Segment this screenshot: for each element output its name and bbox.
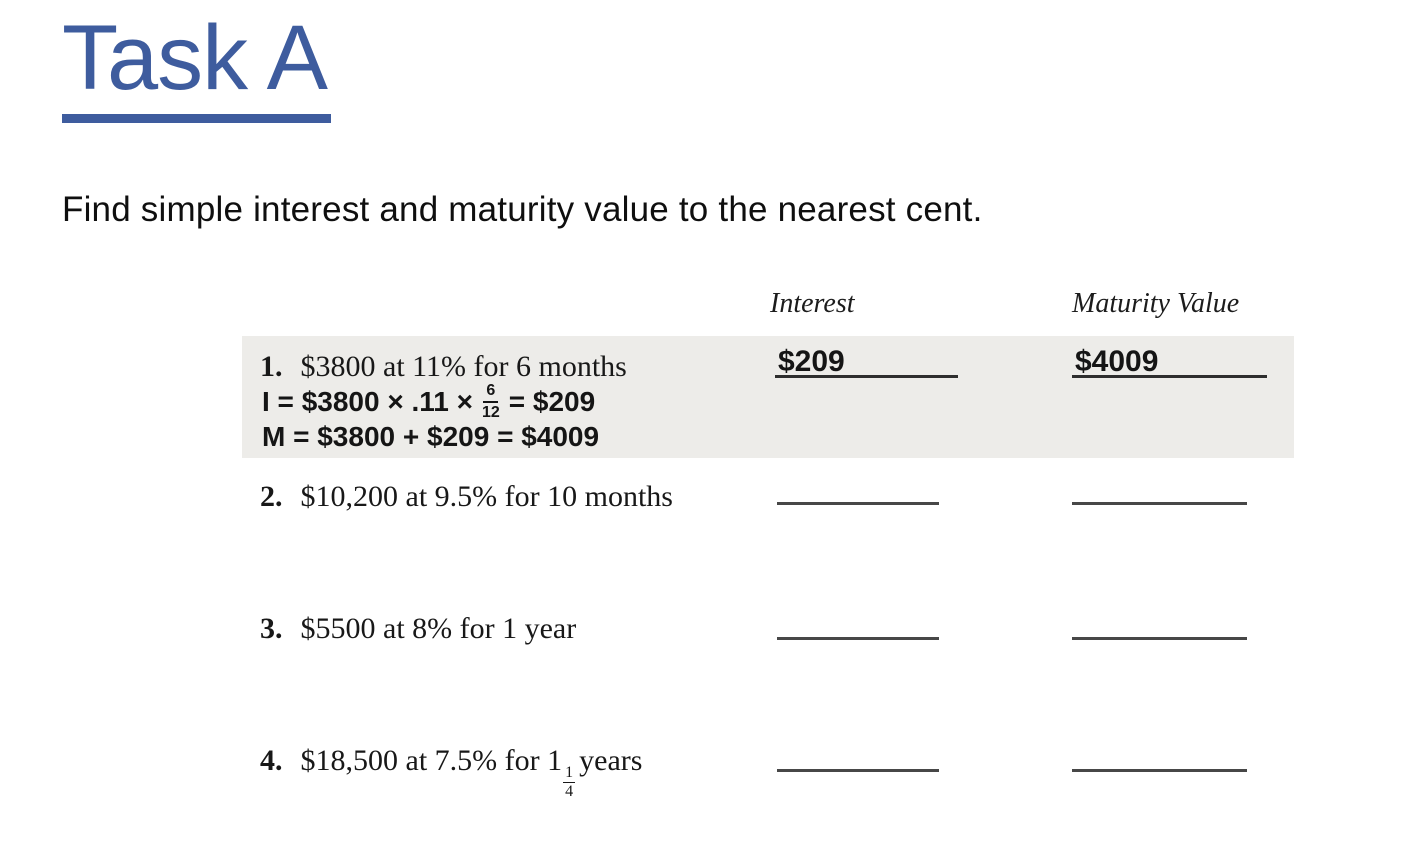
fraction-denominator: 4 <box>565 783 574 800</box>
worked-solution-interest: I = $3800 × .11 × 6 12 = $209 <box>262 383 595 421</box>
work-line1-prefix: I = $3800 × .11 × <box>262 386 473 417</box>
fraction-numerator: 1 <box>563 764 576 783</box>
problem-3-number: 3. <box>260 612 283 645</box>
problem-2-text: $10,200 at 9.5% for 10 months <box>300 480 673 513</box>
problem-3-text: $5500 at 8% for 1 year <box>300 612 577 645</box>
column-header-interest: Interest <box>770 288 855 319</box>
fraction-numerator: 6 <box>483 383 499 403</box>
problem-3: 3. $5500 at 8% for 1 year <box>260 612 576 646</box>
maturity-blank-2 <box>1072 480 1247 505</box>
problem-2-number: 2. <box>260 480 283 513</box>
problem-1: 1. $3800 at 11% for 6 months <box>260 350 627 384</box>
maturity-answer-1: $4009 <box>1072 347 1267 378</box>
problem-4: 4. $18,500 at 7.5% for 1 1 4 years <box>260 744 642 800</box>
example-row-highlight <box>242 336 1294 458</box>
instruction-text: Find simple interest and maturity value … <box>62 190 983 229</box>
problem-1-number: 1. <box>260 350 283 383</box>
problem-4-text-suffix: years <box>579 744 643 777</box>
interest-blank-4 <box>777 747 939 772</box>
problem-4-text-prefix: $18,500 at 7.5% for 1 <box>300 744 563 777</box>
work-line1-suffix: = $209 <box>508 386 596 417</box>
problem-2: 2. $10,200 at 9.5% for 10 months <box>260 480 673 514</box>
interest-answer-1: $209 <box>775 347 958 378</box>
problem-4-text: $18,500 at 7.5% for 1 1 4 years <box>300 744 643 800</box>
maturity-blank-4 <box>1072 747 1247 772</box>
interest-blank-2 <box>777 480 939 505</box>
worked-solution-maturity: M = $3800 + $209 = $4009 <box>262 421 600 452</box>
problem-1-text: $3800 at 11% for 6 months <box>300 350 627 383</box>
interest-blank-3 <box>777 615 939 640</box>
maturity-blank-3 <box>1072 615 1247 640</box>
fraction-denominator: 12 <box>481 404 500 421</box>
fraction-6-over-12: 6 12 <box>482 383 500 421</box>
page-title: Task A <box>62 12 332 123</box>
column-header-maturity: Maturity Value <box>1072 288 1240 319</box>
problem-4-number: 4. <box>260 744 283 777</box>
